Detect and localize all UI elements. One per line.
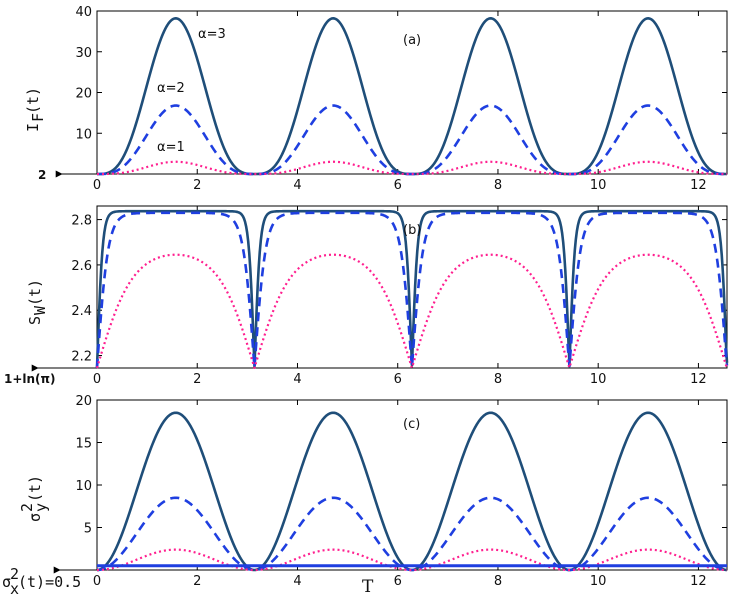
x-tick-label: 8 [494,574,502,589]
ylabel-b: S W (t) [26,279,49,325]
annotation-alpha2: α=2 [157,81,185,96]
x-tick-label: 0 [93,372,101,387]
series-line-alpha2-panel-3 [96,496,728,572]
x-tick-label: 10 [590,372,607,387]
y-tick-label: 2.2 [71,350,92,365]
panel-b-label: (b) [403,223,421,238]
y-tick-label: 2.4 [71,304,92,319]
series-line-alpha1-panel-3 [96,548,728,572]
x-tick-label: 12 [690,178,707,193]
y-tick-label: 10 [75,127,92,142]
marker-c-tail: (t)=0.5 [18,573,81,591]
y-tick-label: 30 [75,46,92,61]
x-tick-label: 12 [690,372,707,387]
panel-frame-2 [96,205,728,369]
x-tick-label: 0 [93,178,101,193]
y-tick-label: 5 [84,522,92,537]
y-tick-label: 40 [75,5,92,20]
marker-c-main: σ [2,573,11,591]
series-line-alpha1-panel-2 [95,253,728,369]
ylabel-c: σ 2 y (t) [18,475,50,522]
annotation-alpha3: α=3 [198,27,226,42]
ylabel-a-sub: F [29,113,47,122]
series-line-alpha3-panel-3 [96,411,728,572]
x-tick-label: 10 [590,178,607,193]
x-tick-label: 4 [293,178,301,193]
ylabel-c-sup: 2 [18,503,36,512]
ylabel-c-tail: (t) [26,475,44,502]
y-tick-label: 10 [75,479,92,494]
ylabel-c-main: σ [26,513,44,522]
annotation-alpha1: α=1 [157,140,185,155]
marker-a-label: 2 [38,168,46,182]
ylabel-a-tail: (t) [24,87,42,114]
y-tick-label: 20 [75,87,92,102]
series-line-alpha1-panel-1 [96,160,728,176]
x-tick-label: 12 [690,574,707,589]
y-tick-label: 2.8 [71,214,92,229]
x-tick-label: 4 [293,574,301,589]
ylabel-a: I F (t) [24,87,47,132]
x-tick-label: 2 [193,372,201,387]
ylabel-b-main: S [26,316,44,325]
y-tick-label: 15 [75,437,92,452]
x-tick-label: 2 [193,178,201,193]
x-tick-label: 6 [394,574,402,589]
series-line-alpha3-panel-2 [95,209,729,369]
x-tick-label: 8 [494,372,502,387]
x-tick-label: 10 [590,574,607,589]
marker-c-label: σ 2 x (t)=0.5 [2,565,81,598]
x-axis-label: T [362,577,374,597]
ylabel-a-main: I [24,123,42,132]
ylabel-c-sub: y [32,503,50,512]
x-tick-label: 8 [494,178,502,193]
marker-b-label: 1+ln(π) [4,372,56,386]
panel-a-label: (a) [403,33,421,48]
y-tick-label: 2.6 [71,259,92,274]
ylabel-b-tail: (t) [26,279,44,306]
x-tick-label: 6 [394,372,402,387]
x-tick-label: 2 [193,574,201,589]
marker-c-sub: x [10,580,19,598]
ylabel-b-sub: W [31,305,49,315]
marker-c-sup: 2 [10,565,19,583]
y-tick-label: 20 [75,394,92,409]
x-tick-label: 6 [394,178,402,193]
panel-c-label: (c) [403,417,420,432]
x-tick-label: 0 [93,574,101,589]
x-tick-label: 4 [293,372,301,387]
